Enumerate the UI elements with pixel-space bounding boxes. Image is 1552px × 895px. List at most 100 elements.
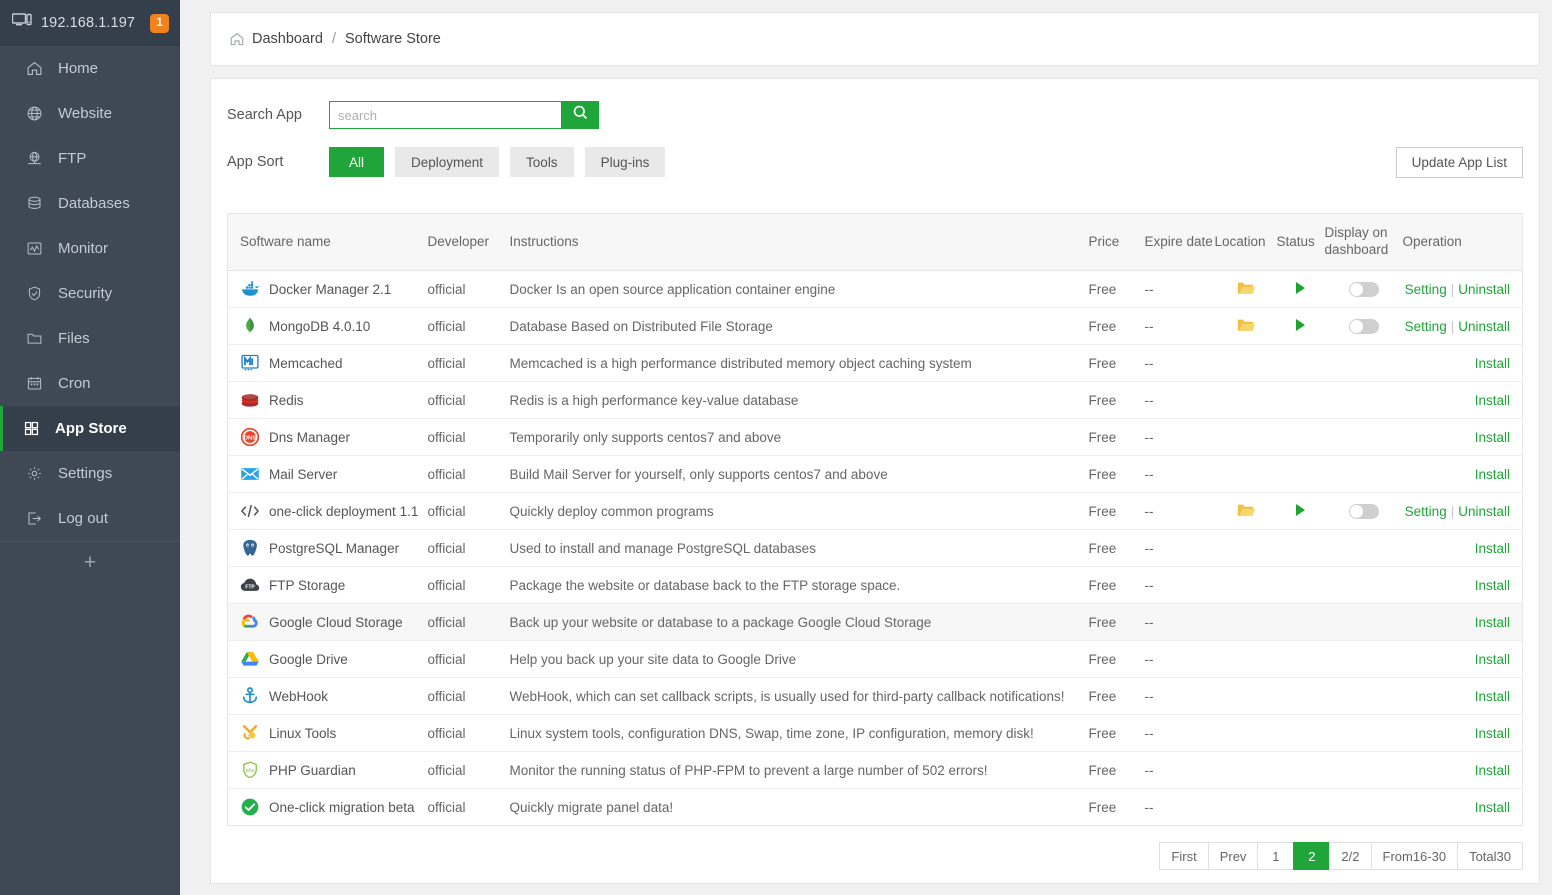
cell-expire-date: -- (1144, 640, 1215, 678)
sort-button-plug-ins[interactable]: Plug-ins (584, 147, 666, 177)
play-icon[interactable] (1296, 318, 1305, 331)
notification-badge[interactable]: 1 (150, 13, 170, 33)
search-button[interactable] (561, 101, 599, 129)
setting-link[interactable]: Setting (1404, 281, 1447, 297)
table-row[interactable]: Memcached official Memcached is a high per… (227, 344, 1523, 382)
pagination-page-2[interactable]: 2 (1293, 842, 1330, 870)
logout-icon (25, 510, 43, 528)
install-link[interactable]: Install (1474, 466, 1510, 482)
cell-location (1214, 492, 1277, 530)
svg-text:php: php (246, 768, 255, 774)
breadcrumb-dashboard[interactable]: Dashboard (252, 31, 323, 47)
setting-link[interactable]: Setting (1404, 318, 1447, 334)
cell-status (1276, 344, 1325, 382)
install-link[interactable]: Install (1474, 577, 1510, 593)
sort-button-tools[interactable]: Tools (510, 147, 574, 177)
install-link[interactable]: Install (1474, 540, 1510, 556)
cell-status (1276, 270, 1325, 308)
install-link[interactable]: Install (1474, 762, 1510, 778)
tools-icon (240, 723, 260, 743)
table-row[interactable]: Linux Tools official Linux system tools, c… (227, 714, 1523, 752)
install-link[interactable]: Install (1474, 799, 1510, 815)
uninstall-link[interactable]: Uninstall (1458, 318, 1510, 334)
cell-expire-date: -- (1144, 603, 1215, 641)
cell-software-name: Google Cloud Storage (227, 603, 428, 641)
install-link[interactable]: Install (1474, 392, 1510, 408)
sort-button-all[interactable]: All (329, 147, 384, 177)
cell-location (1214, 381, 1277, 419)
sidebar-item-ftp[interactable]: FTP (0, 136, 180, 181)
table-row[interactable]: php PHP Guardian official Monitor the runni… (227, 751, 1523, 789)
cell-software-name: FTP FTP Storage (227, 566, 428, 604)
table-row[interactable]: Mail Server official Build Mail Server for… (227, 455, 1523, 493)
folder-open-icon[interactable] (1237, 319, 1255, 336)
pagination-page-1[interactable]: 1 (1257, 842, 1294, 870)
display-toggle[interactable] (1348, 318, 1379, 334)
cell-price: Free (1088, 344, 1145, 382)
sidebar-item-website[interactable]: Website (0, 91, 180, 136)
sidebar-item-app-store[interactable]: App Store (0, 406, 180, 451)
filter-zone: Search App App Sort (227, 79, 1523, 213)
table-row[interactable]: One-click migration beta official Quickly … (228, 789, 1523, 826)
sidebar-item-home[interactable]: Home (0, 46, 180, 91)
folder-open-icon[interactable] (1237, 282, 1255, 299)
table-row[interactable]: WebHook official WebHook, which can set ca… (227, 677, 1523, 715)
add-site-button[interactable]: + (0, 541, 180, 583)
cell-software-name: Memcached (227, 344, 428, 382)
software-name-label: Linux Tools (269, 725, 337, 741)
pagination-prev[interactable]: Prev (1207, 842, 1258, 870)
table-row[interactable]: Docker Manager 2.1 official Docker Is an o… (227, 270, 1523, 308)
install-link[interactable]: Install (1474, 614, 1510, 630)
pagination: First Prev 1 2 2/2 From16-30 Total30 (227, 842, 1523, 870)
cell-developer: official (427, 492, 510, 530)
table-row[interactable]: PostgreSQL Manager official Used to instal… (227, 529, 1523, 567)
sidebar-item-cron[interactable]: Cron (0, 361, 180, 406)
app-table-body: Docker Manager 2.1 official Docker Is an o… (227, 270, 1523, 826)
cell-expire-date: -- (1144, 381, 1215, 419)
play-icon[interactable] (1296, 503, 1305, 516)
sidebar-item-files[interactable]: Files (0, 316, 180, 361)
cell-price: Free (1088, 714, 1145, 752)
table-row[interactable]: Google Drive official Help you back up you… (227, 640, 1523, 678)
display-toggle[interactable] (1348, 281, 1379, 297)
install-link[interactable]: Install (1474, 725, 1510, 741)
table-row[interactable]: one-click deployment 1.1 official Quickly … (227, 492, 1523, 530)
play-icon[interactable] (1296, 281, 1305, 294)
update-app-list-button[interactable]: Update App List (1395, 147, 1523, 178)
sidebar-item-security[interactable]: Security (0, 271, 180, 316)
cell-developer: official (427, 307, 510, 345)
pagination-first[interactable]: First (1159, 842, 1208, 870)
uninstall-link[interactable]: Uninstall (1458, 281, 1510, 297)
install-link[interactable]: Install (1474, 429, 1510, 445)
cell-operation: Install (1402, 381, 1523, 419)
sort-button-deployment[interactable]: Deployment (395, 147, 500, 177)
sidebar-item-monitor[interactable]: Monitor (0, 226, 180, 271)
uninstall-link[interactable]: Uninstall (1458, 503, 1510, 519)
install-link[interactable]: Install (1474, 355, 1510, 371)
sidebar-item-databases[interactable]: Databases (0, 181, 180, 226)
folder-open-icon[interactable] (1237, 504, 1255, 521)
breadcrumb-separator: / (331, 31, 336, 47)
panel-ip-address: 192.168.1.197 (41, 15, 136, 31)
cell-location (1214, 677, 1277, 715)
dns-icon: DNS (240, 427, 260, 447)
cell-expire-date: -- (1144, 529, 1215, 567)
table-row[interactable]: Redis official Redis is a high performance… (227, 381, 1523, 419)
install-link[interactable]: Install (1474, 651, 1510, 667)
sidebar-item-log-out[interactable]: Log out (0, 496, 180, 541)
cell-status (1276, 381, 1325, 419)
cell-operation: Install (1403, 789, 1523, 826)
table-row[interactable]: DNS Dns Manager official Temporarily only s… (227, 418, 1523, 456)
table-row[interactable]: MongoDB 4.0.10 official Database Based on … (227, 307, 1523, 345)
search-icon (572, 104, 589, 126)
sidebar-item-settings[interactable]: Settings (0, 451, 180, 496)
setting-link[interactable]: Setting (1404, 503, 1447, 519)
search-input[interactable] (329, 101, 561, 129)
table-row[interactable]: FTP FTP Storage official Package the websit… (227, 566, 1523, 604)
display-toggle[interactable] (1348, 503, 1379, 519)
cell-status (1276, 714, 1325, 752)
cell-operation: Install (1402, 751, 1523, 789)
table-row[interactable]: Google Cloud Storage official Back up your… (227, 603, 1523, 641)
cell-software-name: Redis (227, 381, 428, 419)
install-link[interactable]: Install (1474, 688, 1510, 704)
